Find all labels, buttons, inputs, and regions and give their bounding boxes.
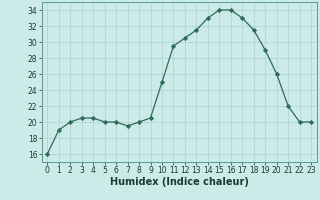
X-axis label: Humidex (Indice chaleur): Humidex (Indice chaleur) — [110, 177, 249, 187]
